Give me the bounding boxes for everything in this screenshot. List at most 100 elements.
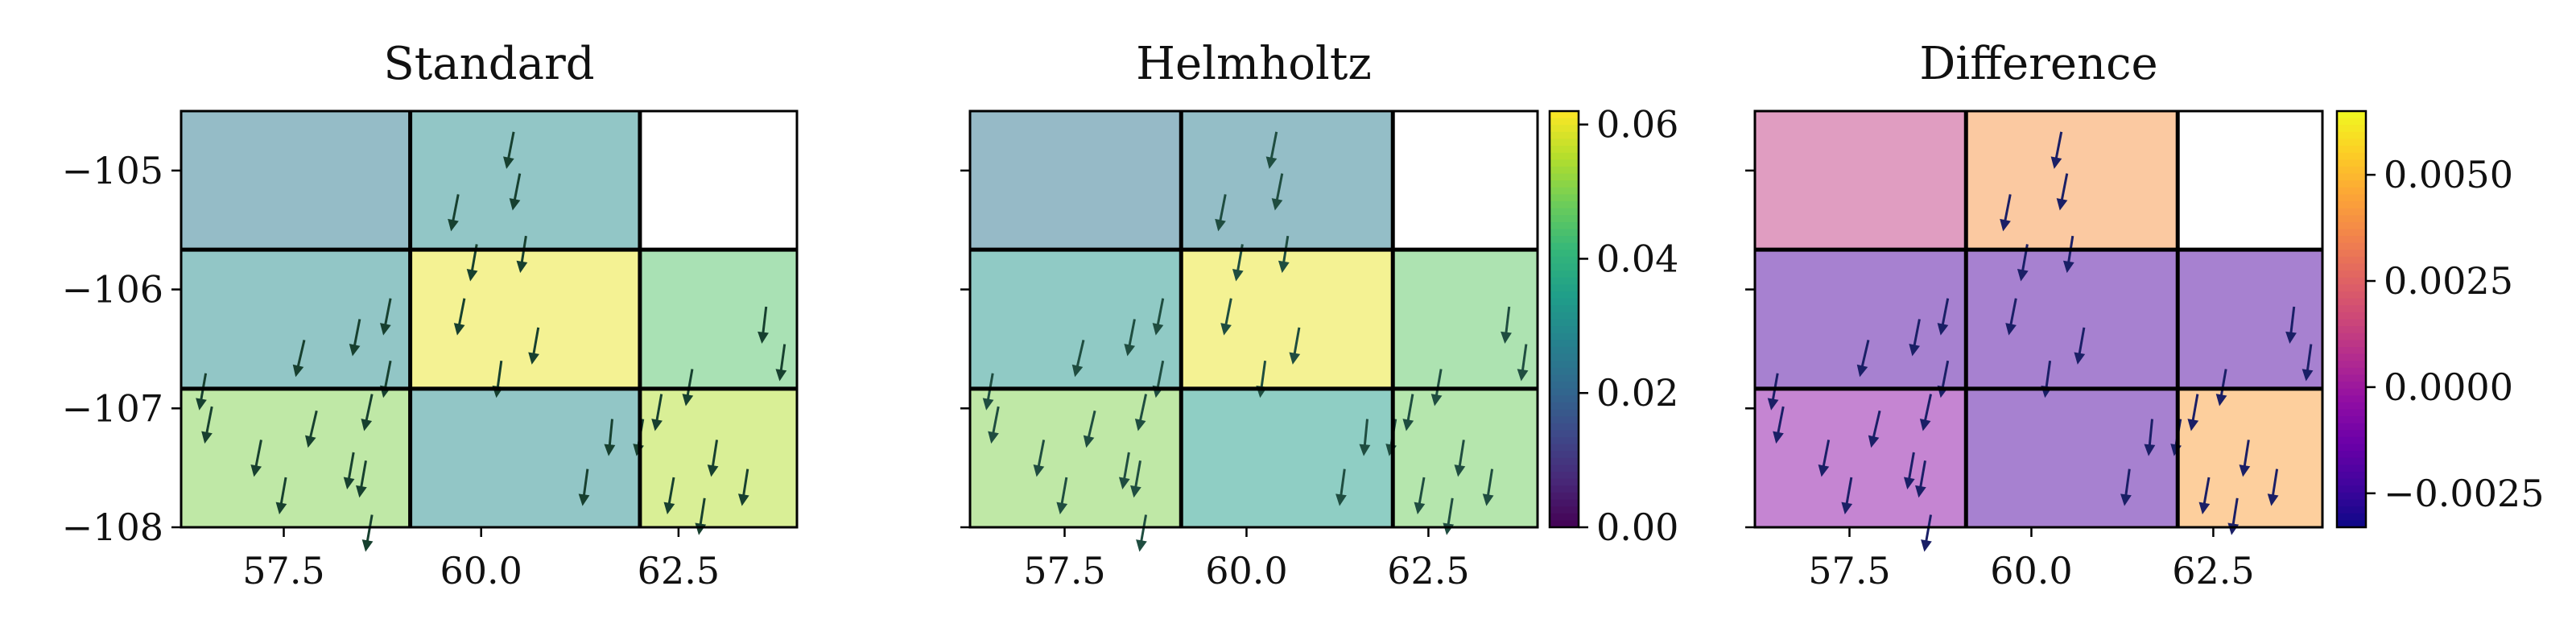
vector-arrow bbox=[1086, 410, 1096, 441]
colorbar-segment bbox=[1550, 472, 1579, 480]
heatmap-cell bbox=[970, 388, 1182, 527]
colorbar-segment bbox=[1550, 125, 1579, 133]
vector-arrow bbox=[506, 131, 515, 162]
axes-frame bbox=[968, 109, 1539, 529]
vector-arrowhead bbox=[1454, 464, 1466, 477]
vector-arrow bbox=[667, 477, 675, 508]
vector-arrowhead bbox=[1919, 419, 1931, 431]
vector-arrow bbox=[2003, 194, 2012, 225]
vector-arrow bbox=[531, 327, 540, 357]
colorbar-segment bbox=[1550, 374, 1579, 382]
colorbar-segment bbox=[2337, 478, 2366, 486]
panel-standard: Standard 57.5 60.0 62.5 −105 −106 −107 −108 bbox=[62, 38, 799, 592]
colorbar-segment bbox=[1550, 111, 1579, 119]
colorbar-segment bbox=[2337, 201, 2366, 209]
colorbar-tick-label: 0.0000 bbox=[2384, 365, 2513, 409]
colorbar-segment bbox=[2337, 353, 2366, 361]
colorbar-segment bbox=[2337, 464, 2366, 473]
vector-arrowhead bbox=[196, 398, 207, 411]
vector-arrowhead bbox=[448, 218, 459, 232]
colorbar-segment bbox=[2337, 291, 2366, 299]
vector-arrow bbox=[1458, 440, 1465, 470]
colorbar-segment bbox=[2337, 332, 2366, 341]
heatmap-cell bbox=[1181, 250, 1393, 389]
colorbar-segment bbox=[2337, 152, 2366, 160]
colorbar-segment bbox=[1550, 263, 1579, 271]
vector-arrow bbox=[1133, 460, 1141, 491]
vector-arrow bbox=[1447, 497, 1454, 528]
colorbar-segment bbox=[1550, 291, 1579, 299]
colorbar-segment bbox=[2337, 520, 2366, 528]
x-tick-label: 62.5 bbox=[638, 549, 720, 592]
colorbar-segment bbox=[2337, 513, 2366, 521]
heatmap-cell bbox=[410, 111, 640, 250]
colorbar-tick-label: −0.0025 bbox=[2384, 472, 2545, 515]
colorbar-segment bbox=[2337, 277, 2366, 286]
heatmap-cell bbox=[2178, 250, 2322, 389]
vector-arrow bbox=[1036, 440, 1046, 470]
heatmap-cell bbox=[639, 388, 797, 527]
colorbar-segment bbox=[2337, 472, 2366, 480]
vector-arrowhead bbox=[1130, 485, 1141, 498]
vector-arrowhead bbox=[1915, 485, 1926, 498]
colorbar-segment bbox=[1550, 499, 1579, 507]
vector-arrow bbox=[2045, 360, 2052, 391]
vector-arrowhead bbox=[1909, 344, 1921, 357]
vector-arrow bbox=[295, 340, 306, 370]
colorbar-segment bbox=[1550, 146, 1579, 154]
colorbar-segment bbox=[2337, 131, 2366, 140]
vector-arrowhead bbox=[1517, 369, 1529, 382]
vector-arrowhead bbox=[1220, 323, 1232, 336]
colorbar-segment bbox=[2337, 388, 2366, 396]
vector-arrowhead bbox=[2301, 369, 2314, 382]
vector-arrowhead bbox=[292, 364, 304, 378]
vector-arrowhead bbox=[1868, 435, 1880, 448]
x-tick-label: 57.5 bbox=[1808, 549, 1890, 592]
vector-arrowhead bbox=[1359, 444, 1371, 456]
vector-arrowhead bbox=[1271, 198, 1283, 211]
vector-arrow bbox=[1435, 369, 1443, 399]
vector-arrow bbox=[2231, 497, 2239, 528]
panel-title: Standard bbox=[383, 38, 594, 90]
vector-arrowhead bbox=[1134, 419, 1146, 431]
vector-arrow bbox=[347, 452, 355, 483]
vector-arrowhead bbox=[1265, 156, 1278, 169]
vector-arrowhead bbox=[453, 323, 465, 336]
colorbar-segment bbox=[1550, 180, 1579, 188]
x-tick-label: 60.0 bbox=[440, 549, 522, 592]
colorbar-segment bbox=[2337, 187, 2366, 195]
vector-arrow bbox=[1521, 344, 1528, 374]
heatmap-cell bbox=[410, 250, 640, 389]
vector-arrow bbox=[741, 469, 749, 499]
vector-arrow bbox=[365, 514, 374, 545]
y-tick-label: −108 bbox=[62, 506, 163, 549]
vector-arrow bbox=[1339, 469, 1346, 499]
vector-arrowhead bbox=[1071, 364, 1084, 378]
vector-arrow bbox=[1907, 452, 1915, 483]
vector-arrow bbox=[2306, 344, 2313, 374]
colorbar-segment bbox=[1550, 409, 1579, 417]
colorbar-segment bbox=[2337, 416, 2366, 424]
vector-arrow bbox=[1059, 477, 1068, 508]
axes-frame bbox=[1753, 109, 2324, 529]
colorbar-segment bbox=[1550, 361, 1579, 369]
colorbar-segment bbox=[1550, 395, 1579, 403]
vector-arrow bbox=[1127, 319, 1136, 349]
vector-arrow bbox=[1504, 306, 1511, 336]
colorbar-segment bbox=[1550, 506, 1579, 514]
vector-arrow bbox=[1924, 514, 1933, 545]
colorbar-segment bbox=[2337, 305, 2366, 313]
y-tick-label: −106 bbox=[62, 268, 163, 312]
vector-arrowhead bbox=[2227, 522, 2240, 535]
vector-arrowhead bbox=[1118, 477, 1130, 489]
colorbar-segment bbox=[2337, 194, 2366, 202]
colorbar-segment bbox=[2337, 250, 2366, 258]
vector-arrowhead bbox=[604, 444, 616, 456]
vector-arrowhead bbox=[2062, 260, 2074, 274]
colorbar-segment bbox=[1550, 236, 1579, 244]
vector-arrowhead bbox=[1136, 539, 1147, 552]
heatmap-cell bbox=[1393, 388, 1538, 527]
vector-arrow bbox=[685, 369, 694, 399]
vector-arrow bbox=[364, 394, 374, 424]
colorbar-segment bbox=[2337, 382, 2366, 390]
